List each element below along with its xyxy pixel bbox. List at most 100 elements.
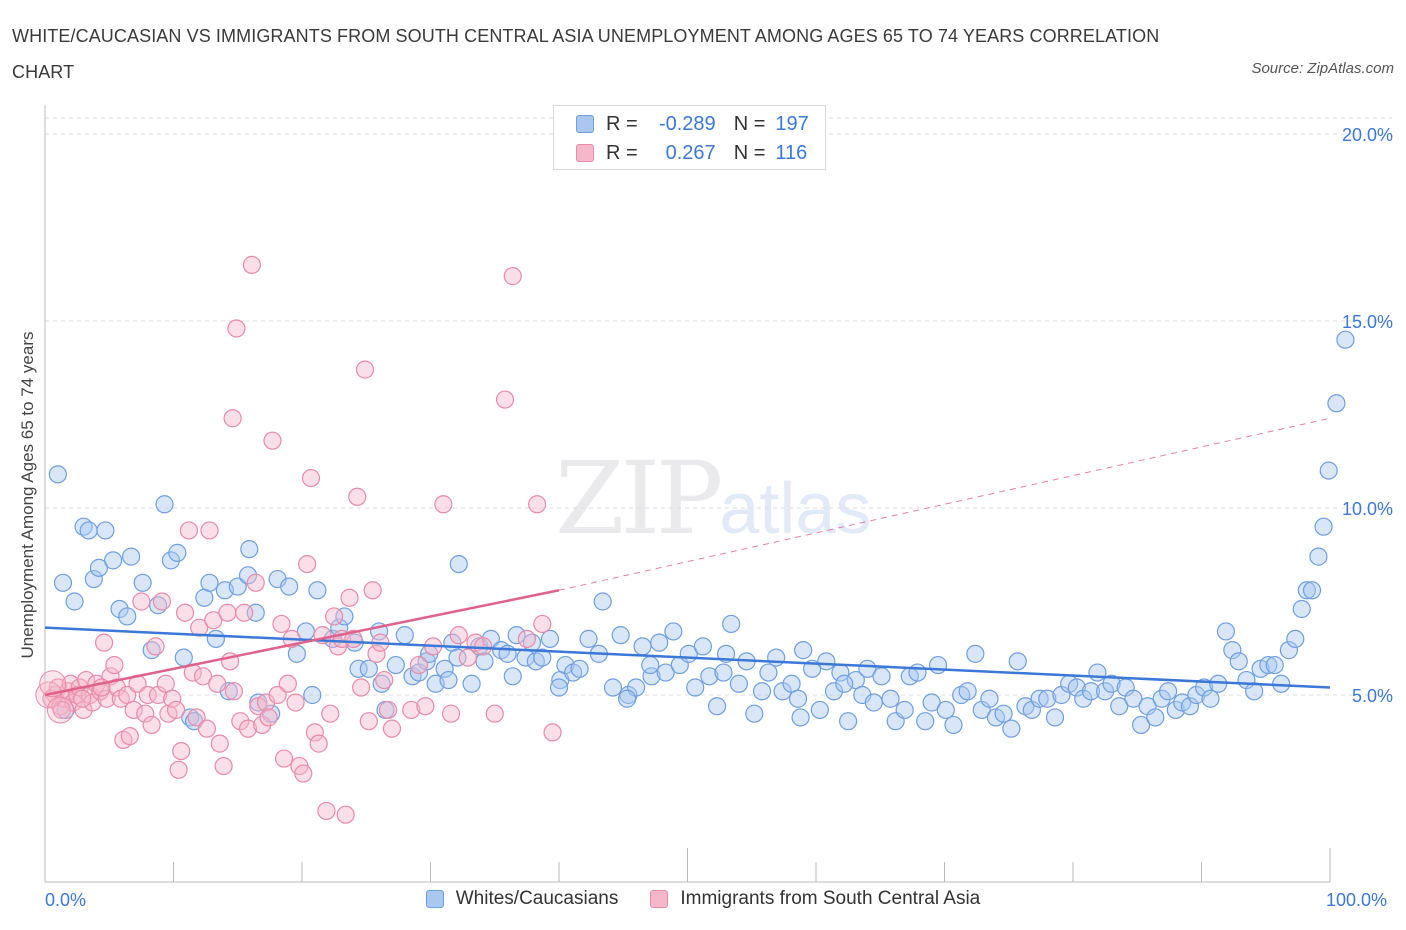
immigrants-point bbox=[503, 267, 522, 286]
immigrants-point bbox=[231, 712, 250, 731]
immigrants-point bbox=[169, 760, 188, 779]
immigrants-point bbox=[166, 700, 186, 720]
whites-point bbox=[110, 599, 129, 619]
whites-point bbox=[1187, 685, 1206, 705]
legend-n-label: N = bbox=[733, 112, 766, 135]
immigrants-trendline bbox=[44, 589, 560, 697]
whites-point bbox=[835, 674, 854, 693]
immigrants-point bbox=[227, 319, 246, 338]
y-tick-label: 15.0% bbox=[1342, 312, 1393, 332]
immigrants-point bbox=[382, 719, 402, 738]
whites-point bbox=[722, 614, 741, 634]
immigrants-point bbox=[355, 360, 375, 379]
legend-r-label: R = bbox=[606, 141, 638, 164]
whites-point bbox=[817, 652, 836, 671]
immigrants-point bbox=[485, 704, 504, 723]
immigrants-point bbox=[278, 674, 297, 693]
whites-point bbox=[686, 678, 705, 697]
legend-row-whites: R = -0.289 N = 197 bbox=[576, 110, 809, 138]
immigrants-point bbox=[218, 603, 237, 622]
immigrants-point bbox=[375, 670, 394, 690]
series-legend-item-immigrants[interactable]: Immigrants from South Central Asia bbox=[650, 888, 980, 910]
whites-point bbox=[1201, 689, 1220, 708]
immigrants-point bbox=[204, 611, 223, 630]
whites-point bbox=[303, 685, 322, 705]
immigrants-point bbox=[305, 723, 324, 742]
immigrants-point bbox=[263, 431, 282, 450]
whites-point bbox=[611, 626, 630, 645]
immigrants-point bbox=[187, 708, 206, 727]
immigrants-point bbox=[259, 708, 278, 727]
whites-point bbox=[1158, 682, 1178, 701]
immigrants-point bbox=[253, 715, 272, 735]
immigrants-point bbox=[286, 693, 305, 712]
whites-point bbox=[238, 566, 258, 585]
whites-point bbox=[48, 465, 67, 484]
legend-swatch-immigrants bbox=[576, 144, 594, 162]
whites-point bbox=[1302, 581, 1322, 600]
immigrants-point bbox=[175, 603, 195, 622]
whites-point bbox=[1110, 697, 1129, 716]
whites-point bbox=[133, 573, 152, 592]
whites-point bbox=[155, 495, 174, 514]
whites-point bbox=[1030, 689, 1049, 708]
correlation-legend: R = -0.289 N = 197 R = 0.267 N = 116 bbox=[553, 105, 826, 170]
immigrants-point bbox=[298, 554, 317, 574]
whites-point bbox=[641, 655, 660, 675]
legend-r-value-immigrants: 0.267 bbox=[665, 141, 716, 164]
immigrants-point bbox=[495, 390, 515, 409]
whites-point bbox=[700, 667, 719, 686]
immigrants-point bbox=[73, 689, 92, 708]
immigrants-point bbox=[138, 685, 157, 705]
whites-point bbox=[439, 670, 458, 690]
whites-point bbox=[449, 554, 468, 574]
whites-point bbox=[633, 637, 652, 656]
whites-point bbox=[1194, 678, 1214, 697]
immigrants-point bbox=[132, 592, 151, 611]
whites-point bbox=[1146, 708, 1165, 727]
immigrants-point bbox=[441, 704, 461, 723]
series-legend-swatch-immigrants bbox=[650, 890, 669, 908]
whites-point bbox=[752, 682, 772, 701]
immigrants-point bbox=[449, 626, 468, 645]
immigrants-point bbox=[95, 633, 114, 652]
whites-point bbox=[707, 697, 727, 716]
whites-point bbox=[1286, 629, 1305, 649]
whites-point bbox=[966, 644, 985, 663]
whites-point bbox=[791, 708, 810, 727]
whites-point bbox=[745, 704, 764, 723]
whites-point bbox=[944, 715, 963, 735]
whites-point bbox=[335, 607, 354, 626]
x-tick-label-min: 0.0% bbox=[45, 890, 87, 910]
whites-point bbox=[507, 626, 526, 645]
whites-point bbox=[280, 577, 299, 596]
whites-point bbox=[656, 663, 675, 682]
immigrants-point bbox=[124, 700, 143, 720]
whites-point bbox=[206, 629, 226, 649]
immigrants-cluster-point bbox=[39, 670, 67, 698]
immigrants-point bbox=[272, 614, 291, 634]
immigrants-point bbox=[309, 734, 328, 753]
immigrants-point bbox=[274, 749, 294, 768]
series-legend-item-whites[interactable]: Whites/Caucasians bbox=[425, 888, 618, 910]
whites-point bbox=[359, 659, 378, 678]
series-legend-label-immigrants: Immigrants from South Central Asia bbox=[680, 888, 981, 909]
whites-point bbox=[118, 607, 137, 626]
whites-point bbox=[435, 659, 454, 678]
whites-point bbox=[228, 577, 247, 596]
legend-r-value-whites: -0.289 bbox=[658, 112, 716, 135]
whites-point bbox=[1336, 330, 1355, 349]
whites-point bbox=[916, 712, 935, 731]
immigrants-point bbox=[193, 667, 213, 686]
immigrants-point bbox=[416, 697, 435, 716]
whites-point bbox=[1124, 689, 1143, 708]
immigrants-point bbox=[172, 741, 191, 761]
immigrants-point bbox=[352, 678, 371, 697]
immigrants-point bbox=[336, 805, 355, 824]
immigrants-point bbox=[517, 629, 536, 649]
immigrants-point bbox=[142, 715, 161, 735]
whites-point bbox=[200, 573, 219, 592]
whites-point bbox=[448, 648, 467, 667]
immigrants-point bbox=[97, 689, 116, 708]
immigrants-cluster-point bbox=[46, 696, 74, 724]
